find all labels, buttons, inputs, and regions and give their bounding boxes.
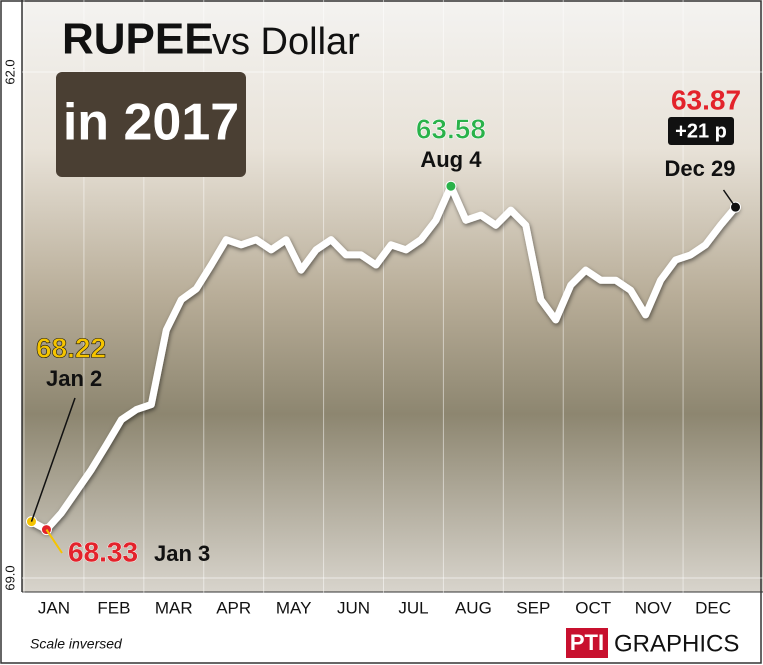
logo-box xyxy=(566,628,608,658)
x-tick-label: JUL xyxy=(398,598,428,617)
point-label: Jan 2 xyxy=(46,366,102,391)
subtitle: in 2017 xyxy=(63,94,239,152)
x-tick-label: NOV xyxy=(635,598,673,617)
x-tick-label: JUN xyxy=(337,598,370,617)
x-tick-label: DEC xyxy=(695,598,731,617)
value-label: 68.33 xyxy=(68,536,138,567)
source: GRAPHICS xyxy=(614,630,739,657)
value-label: 63.87 xyxy=(671,84,741,115)
y-tick-label: 62.0 xyxy=(2,59,17,84)
value-label: 68.22 xyxy=(36,332,106,363)
highlight-point xyxy=(445,180,457,192)
note: Scale inversed xyxy=(30,636,123,652)
point-label: Dec 29 xyxy=(665,156,736,181)
x-tick-label: SEP xyxy=(516,598,550,617)
chart-title: RUPEE xyxy=(62,15,214,64)
x-tick-label: APR xyxy=(216,598,251,617)
x-tick-label: MAY xyxy=(276,598,312,617)
change-box xyxy=(668,117,734,145)
change-label: +21 p xyxy=(675,120,727,142)
leader xyxy=(45,529,63,554)
x-tick-label: OCT xyxy=(575,598,611,617)
chart-title-suffix: vs Dollar xyxy=(212,21,360,63)
line-series xyxy=(28,182,739,534)
x-tick-label: FEB xyxy=(97,598,130,617)
y-tick-label: 69.0 xyxy=(2,565,17,590)
point-label: Aug 4 xyxy=(420,147,482,172)
x-tick-label: AUG xyxy=(455,598,492,617)
point-label: Jan 3 xyxy=(154,541,210,566)
x-tick-label: MAR xyxy=(155,598,193,617)
leader xyxy=(30,397,76,522)
value-label: 63.58 xyxy=(416,113,486,144)
source-logo: PTI xyxy=(570,630,604,655)
leader xyxy=(722,189,737,208)
subtitle-box xyxy=(56,72,246,177)
x-tick-label: JAN xyxy=(38,598,70,617)
